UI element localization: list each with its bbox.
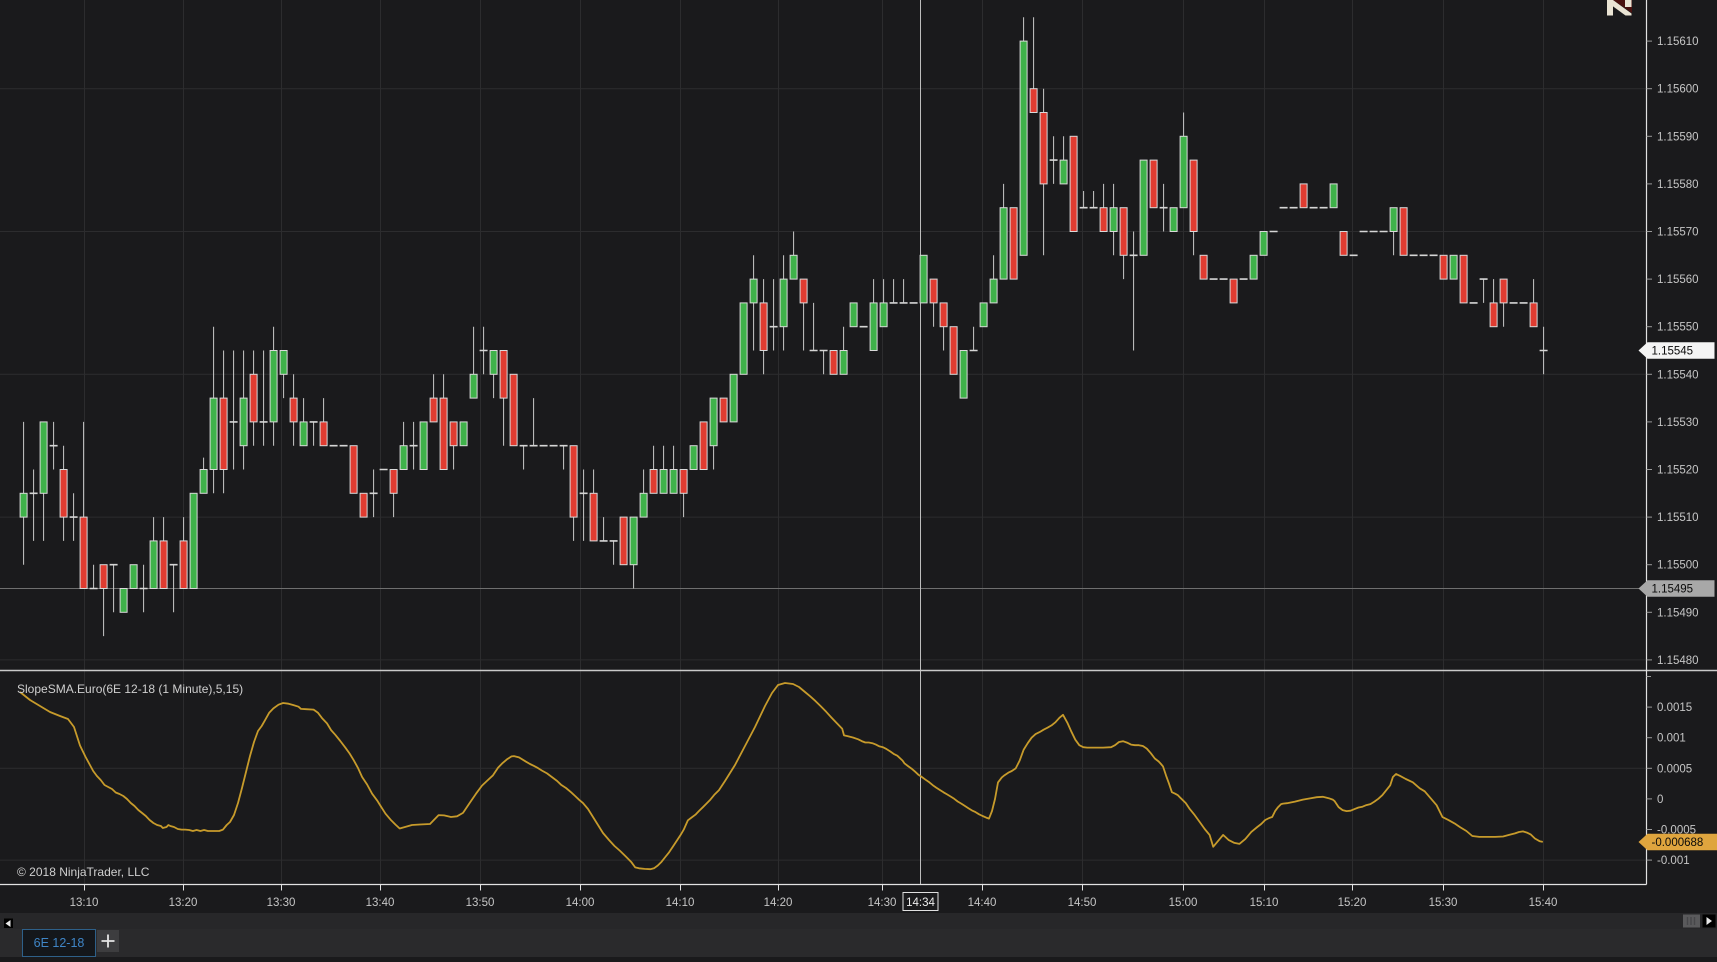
svg-text:1.15560: 1.15560 — [1657, 274, 1699, 286]
svg-text:1.15510: 1.15510 — [1657, 512, 1699, 524]
svg-text:15:10: 15:10 — [1250, 897, 1279, 909]
svg-text:-0.001: -0.001 — [1657, 855, 1690, 867]
svg-text:13:50: 13:50 — [466, 897, 495, 909]
svg-text:14:00: 14:00 — [566, 897, 595, 909]
svg-text:1.15610: 1.15610 — [1657, 36, 1699, 48]
svg-text:© 2018 NinjaTrader, LLC: © 2018 NinjaTrader, LLC — [17, 865, 150, 879]
svg-text:6E 12-18: 6E 12-18 — [34, 936, 85, 950]
svg-text:1.15600: 1.15600 — [1657, 84, 1699, 96]
svg-text:1.15545: 1.15545 — [1652, 346, 1694, 358]
svg-text:13:40: 13:40 — [366, 897, 395, 909]
svg-text:0: 0 — [1657, 794, 1663, 806]
svg-text:13:10: 13:10 — [70, 897, 99, 909]
svg-text:15:20: 15:20 — [1338, 897, 1367, 909]
svg-text:-0.000688: -0.000688 — [1652, 837, 1704, 849]
svg-text:1.15480: 1.15480 — [1657, 655, 1699, 667]
svg-text:13:20: 13:20 — [169, 897, 198, 909]
svg-text:0.001: 0.001 — [1657, 733, 1686, 745]
svg-text:1.15530: 1.15530 — [1657, 417, 1699, 429]
svg-text:15:30: 15:30 — [1429, 897, 1458, 909]
svg-text:1.15495: 1.15495 — [1652, 584, 1694, 596]
svg-text:13:30: 13:30 — [267, 897, 296, 909]
svg-text:14:50: 14:50 — [1068, 897, 1097, 909]
svg-text:1.15550: 1.15550 — [1657, 322, 1699, 334]
svg-text:1.15520: 1.15520 — [1657, 465, 1699, 477]
svg-text:14:10: 14:10 — [666, 897, 695, 909]
svg-text:0.0005: 0.0005 — [1657, 763, 1692, 775]
svg-text:15:40: 15:40 — [1529, 897, 1558, 909]
svg-text:1.15500: 1.15500 — [1657, 560, 1699, 572]
svg-text:1.15490: 1.15490 — [1657, 607, 1699, 619]
svg-text:0.0015: 0.0015 — [1657, 702, 1692, 714]
svg-text:14:40: 14:40 — [968, 897, 997, 909]
svg-text:1.15590: 1.15590 — [1657, 131, 1699, 143]
svg-text:15:00: 15:00 — [1169, 897, 1198, 909]
svg-text:1.15570: 1.15570 — [1657, 227, 1699, 239]
svg-text:SlopeSMA.Euro(6E 12-18 (1 Minu: SlopeSMA.Euro(6E 12-18 (1 Minute),5,15) — [17, 682, 243, 696]
svg-text:14:34: 14:34 — [906, 897, 935, 909]
svg-text:14:20: 14:20 — [764, 897, 793, 909]
svg-text:1.15580: 1.15580 — [1657, 179, 1699, 191]
svg-text:14:30: 14:30 — [868, 897, 897, 909]
svg-text:1.15540: 1.15540 — [1657, 369, 1699, 381]
